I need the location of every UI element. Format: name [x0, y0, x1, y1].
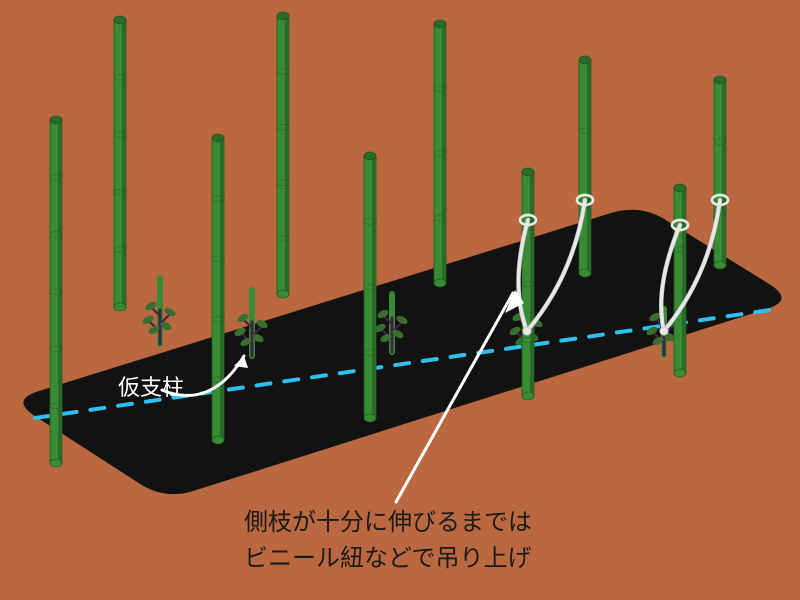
label-instruction-line1: 側枝が十分に伸びるまでは	[244, 509, 532, 536]
support-stake	[212, 134, 224, 444]
support-stake	[714, 76, 726, 269]
support-stake	[114, 16, 126, 311]
label-temporary-stake: 仮支柱	[118, 375, 184, 400]
string-knot-icon	[660, 327, 668, 335]
support-stake	[434, 20, 446, 287]
diagram-canvas: 仮支柱側枝が十分に伸びるまではビニール紐などで吊り上げ	[0, 0, 800, 600]
support-stake	[579, 56, 591, 277]
label-instruction-line2: ビニール紐などで吊り上げ	[244, 545, 532, 572]
string-knot-icon	[523, 327, 531, 335]
support-stake	[522, 168, 534, 400]
support-stake	[50, 116, 62, 467]
support-stake	[364, 152, 376, 422]
support-stake	[277, 12, 289, 298]
support-stake	[674, 184, 686, 377]
